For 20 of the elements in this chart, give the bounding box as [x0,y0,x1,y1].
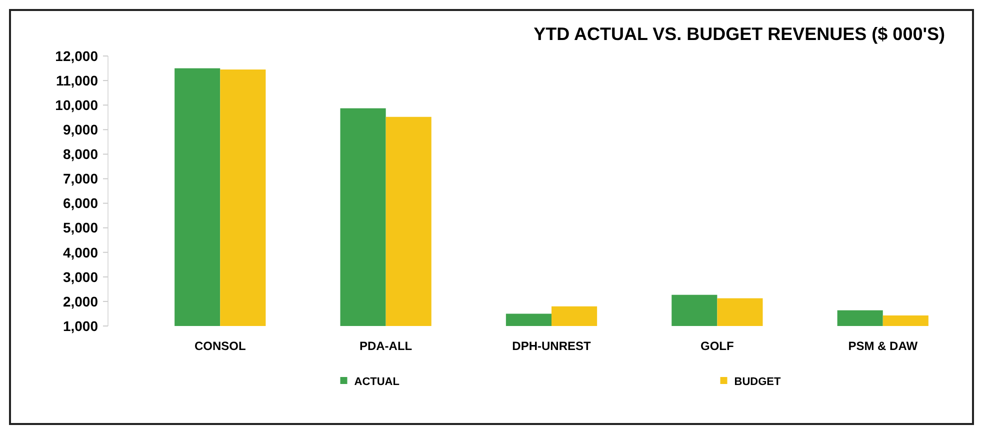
y-tick-label: 7,000 [62,170,98,187]
y-tick-label: 4,000 [62,244,98,260]
x-tick-label: PDA-ALL [359,339,412,353]
y-tick-label: 10,000 [55,96,98,113]
y-tick-label: 2,000 [62,293,98,310]
y-tick-label: 6,000 [62,195,98,212]
y-tick-label: 5,000 [62,220,98,236]
legend-label: ACTUAL [354,376,400,388]
y-tick-label: 9,000 [62,122,98,138]
chart-title: YTD ACTUAL VS. BUDGET REVENUES ($ 000'S) [534,24,945,44]
y-tick-label: 8,000 [62,146,98,162]
y-tick-label: 12,000 [55,48,98,64]
legend-label: BUDGET [734,376,781,388]
x-tick-label: PSM & DAW [848,339,918,353]
y-tick-label: 11,000 [56,72,98,88]
x-tick-label: DPH-UNREST [512,339,592,353]
y-tick-label: 3,000 [62,268,98,285]
x-tick-label: CONSOL [194,339,246,353]
x-tick-label: GOLF [700,339,734,353]
y-tick-label: 1,000 [62,318,98,334]
